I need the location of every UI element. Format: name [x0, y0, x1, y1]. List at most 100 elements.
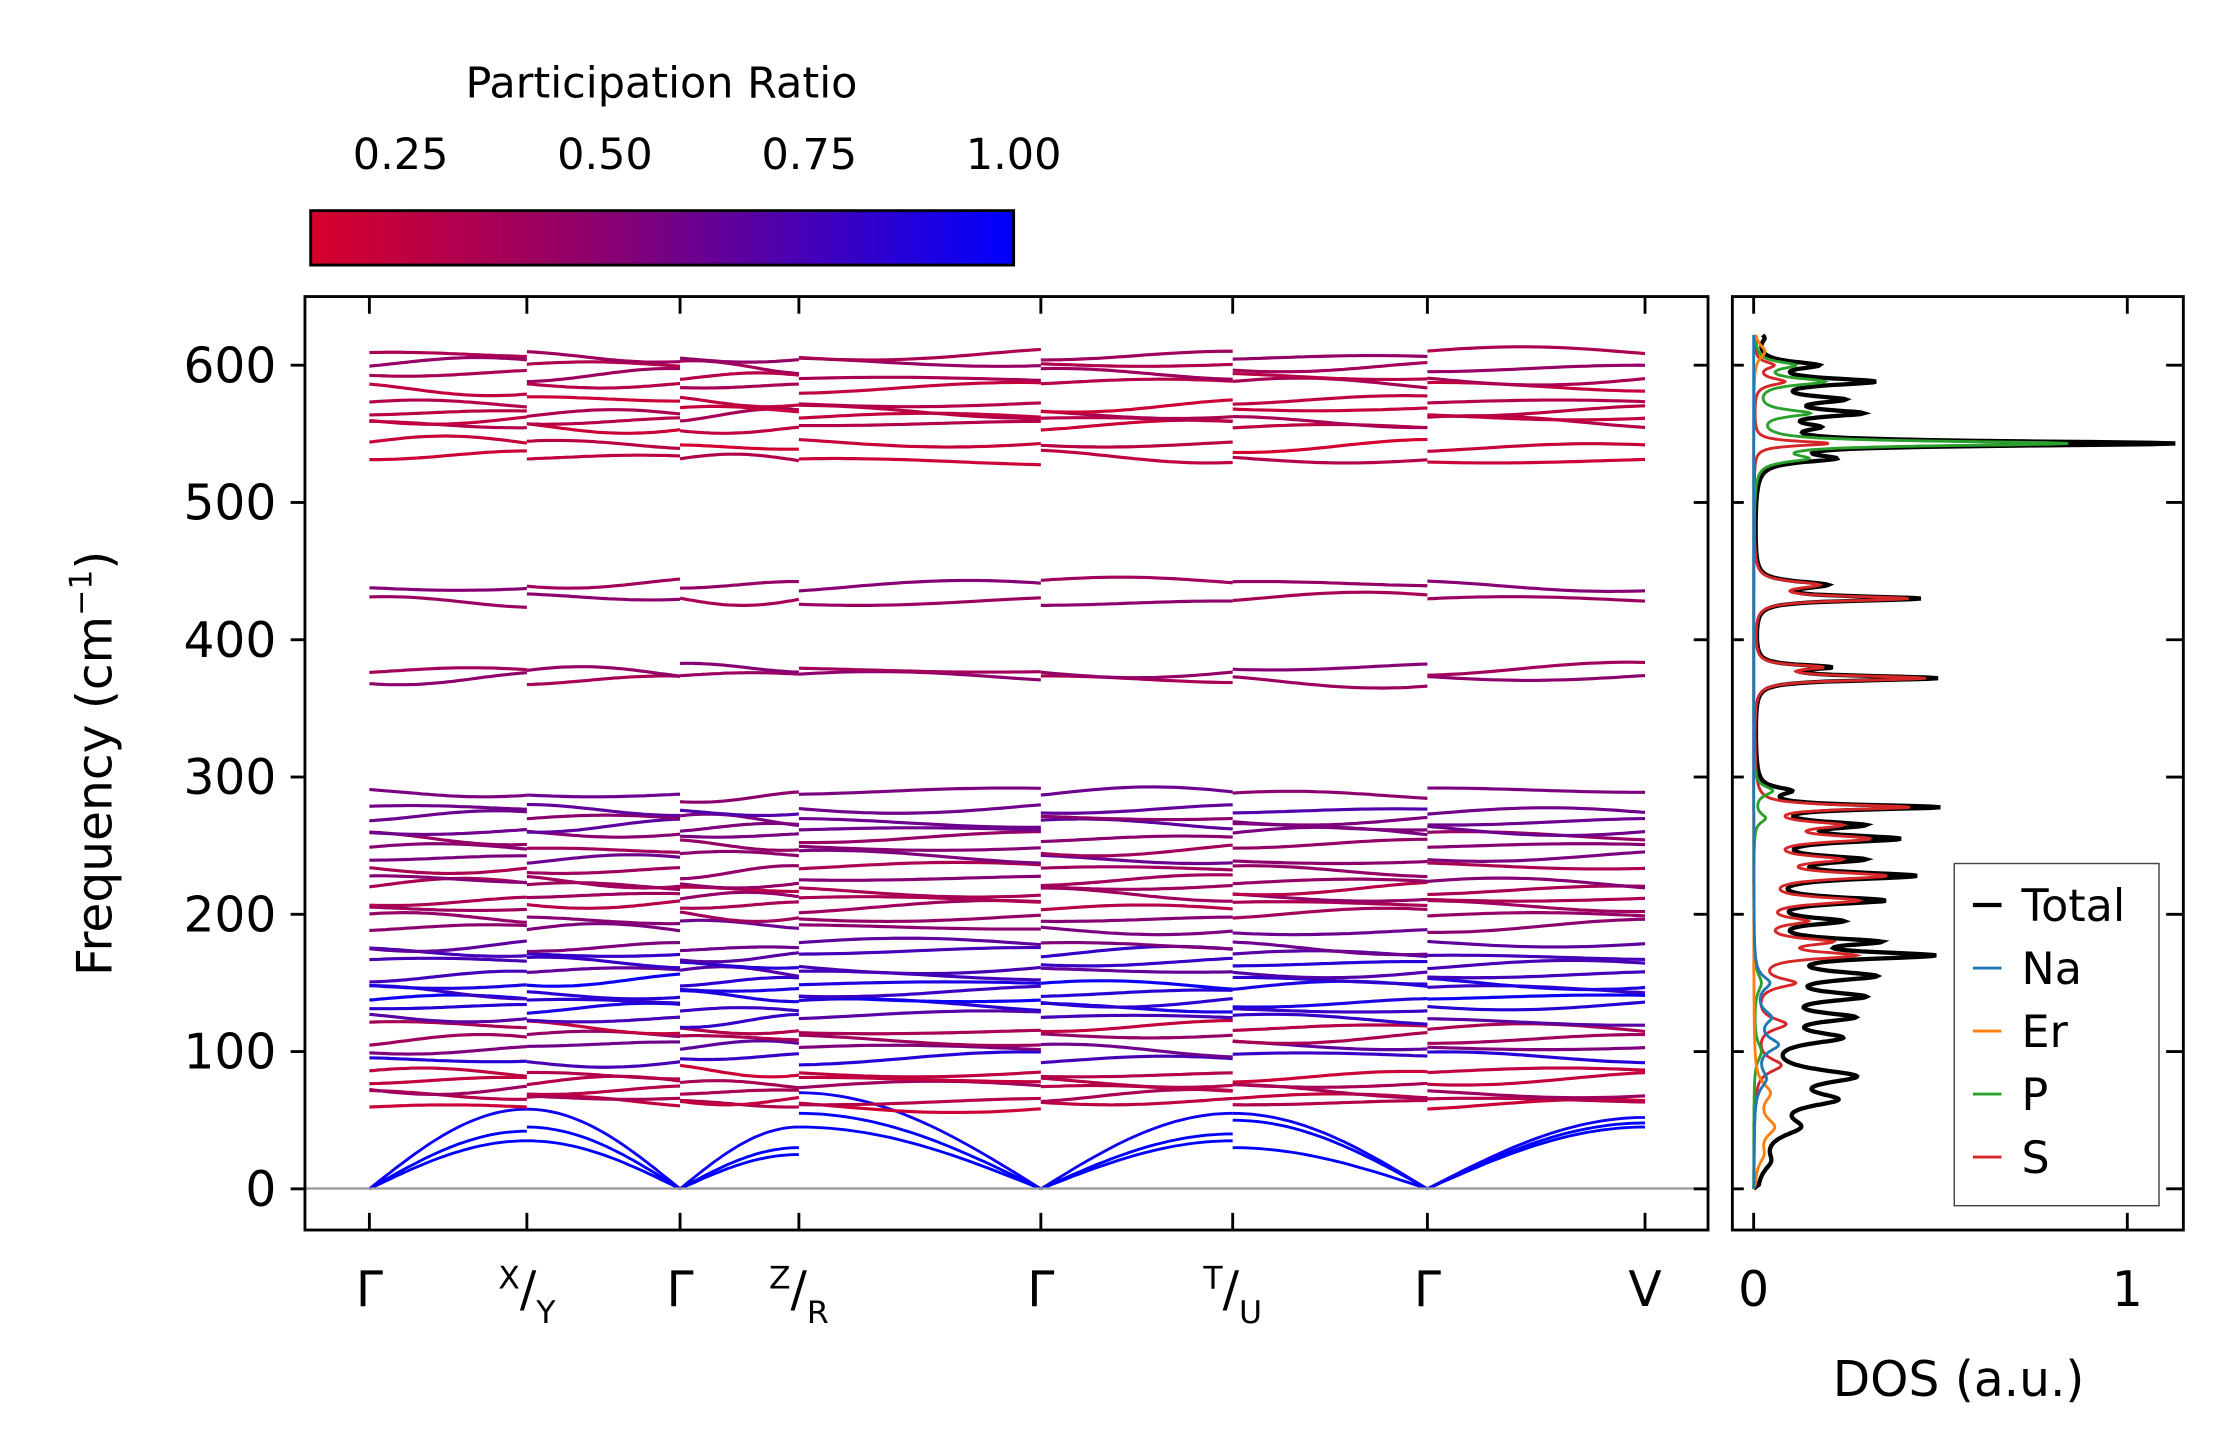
optical-band [798, 964, 1041, 976]
optical-band [798, 1101, 1041, 1115]
optical-band [1232, 394, 1428, 406]
optical-band [526, 350, 681, 364]
optical-band [1427, 806, 1646, 816]
optical-band [1427, 816, 1646, 827]
optical-band [369, 586, 527, 592]
optical-band [369, 905, 527, 913]
optical-band [369, 1066, 528, 1078]
optical-band [798, 936, 1041, 947]
optical-band [680, 832, 800, 839]
k-label-sub: Y [535, 1295, 556, 1331]
optical-band [369, 866, 528, 875]
optical-band [526, 1015, 681, 1024]
optical-band [1427, 1096, 1646, 1104]
optical-band [1232, 864, 1428, 879]
k-label-slash: / [1223, 1262, 1240, 1318]
optical-band [369, 828, 527, 837]
optical-band [1040, 1018, 1233, 1034]
optical-band [1427, 457, 1646, 465]
optical-band [526, 395, 681, 403]
optical-band [679, 1079, 800, 1090]
optical-band [1232, 859, 1428, 866]
optical-band [369, 409, 527, 417]
optical-band [526, 940, 681, 953]
optical-band [1427, 1017, 1646, 1027]
optical-band [526, 577, 681, 590]
optical-band [798, 913, 1041, 924]
optical-band [1040, 956, 1233, 968]
optical-band [1427, 1033, 1646, 1045]
optical-band [1040, 349, 1233, 362]
optical-band [798, 1033, 1041, 1048]
optical-band [369, 666, 527, 675]
optical-band [369, 874, 527, 884]
optical-band [1427, 850, 1646, 863]
optical-band [1040, 925, 1233, 937]
optical-band [1040, 940, 1233, 951]
optical-band [798, 848, 1041, 865]
acoustic-band [1232, 1118, 1429, 1191]
optical-band [526, 422, 681, 435]
optical-band [1232, 970, 1428, 980]
optical-band [1232, 372, 1428, 382]
k-label-slash: / [520, 1262, 537, 1318]
optical-band [680, 1034, 799, 1042]
colorbar-tick-label: 1.00 [966, 130, 1062, 180]
acoustic-band [368, 1107, 527, 1190]
optical-band [680, 580, 799, 590]
optical-band [369, 983, 527, 990]
optical-band [369, 595, 527, 609]
optical-band [1040, 398, 1233, 414]
optical-band [1427, 1045, 1646, 1052]
optical-band [1427, 884, 1646, 897]
optical-band [1232, 1069, 1428, 1084]
optical-band [1232, 1081, 1428, 1089]
optical-band [369, 1103, 527, 1109]
dos-x-tick-label: 1 [2112, 1262, 2143, 1318]
optical-band [798, 1075, 1041, 1084]
optical-band [526, 592, 681, 602]
y-tick-label: 500 [183, 476, 276, 532]
k-point-label: Γ [356, 1262, 383, 1318]
optical-band [1427, 896, 1646, 903]
optical-band [526, 416, 681, 426]
optical-band [1232, 960, 1428, 968]
optical-band [1427, 345, 1646, 356]
y-tick-label: 0 [245, 1162, 276, 1218]
optical-band [1232, 837, 1428, 850]
y-tick-label: 200 [183, 887, 276, 943]
optical-band [1232, 880, 1428, 897]
optical-band [798, 895, 1041, 904]
legend-label-na: Na [2022, 944, 2082, 995]
optical-band [679, 1006, 800, 1013]
optical-band [798, 456, 1041, 467]
optical-band [526, 952, 681, 958]
optical-band [798, 401, 1041, 409]
acoustic-band [1426, 1121, 1646, 1191]
optical-band [526, 408, 681, 418]
optical-band [369, 1056, 527, 1064]
optical-band [526, 1070, 681, 1081]
optical-band [1232, 1098, 1428, 1107]
optical-band [369, 415, 528, 426]
optical-band [1427, 993, 1646, 1001]
optical-band [798, 596, 1041, 607]
colorbar [309, 209, 1016, 267]
dos-x-axis-label: DOS (a.u.) [1833, 1352, 2085, 1408]
optical-band [369, 923, 527, 932]
optical-band [679, 452, 800, 463]
optical-band [798, 945, 1041, 956]
dos-plot-frame [1730, 295, 2185, 1232]
optical-band [526, 853, 681, 865]
optical-band [369, 1020, 527, 1030]
k-point-label: X/Y [498, 1261, 556, 1331]
optical-band [1427, 398, 1646, 405]
optical-band [526, 972, 681, 988]
legend-frame [1953, 862, 2160, 1207]
optical-band [526, 846, 681, 854]
optical-band [526, 1084, 681, 1097]
optical-band [526, 360, 681, 368]
optical-band [680, 382, 799, 390]
optical-band [1040, 1096, 1233, 1107]
